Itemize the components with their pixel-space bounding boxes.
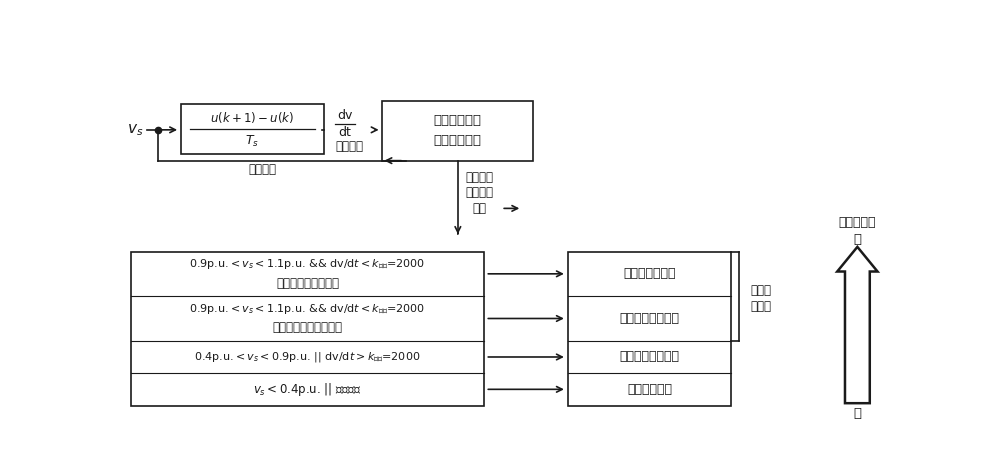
Text: 模式优先级: 模式优先级 [839, 216, 876, 229]
Text: 0.4p.u.$<v_s<$0.9p.u. || dv/d$t>k_{门槛}$=2000: 0.4p.u.$<v_s<$0.9p.u. || dv/d$t>k_{门槛}$=… [194, 350, 421, 364]
Text: $v_s$: $v_s$ [127, 122, 143, 137]
Text: dv: dv [337, 110, 353, 123]
Text: 低: 低 [853, 233, 861, 246]
Text: 切换逻辑判断: 切换逻辑判断 [434, 134, 482, 147]
Text: dt: dt [339, 126, 352, 139]
Bar [382, 101, 533, 161]
Text: 电压幅值: 电压幅值 [248, 164, 276, 176]
Text: 接收稳态调压控制指令: 接收稳态调压控制指令 [273, 321, 343, 334]
Text: 跌落速率: 跌落速率 [335, 140, 363, 153]
Bar [181, 104, 324, 155]
Text: 稳态调压控制模式: 稳态调压控制模式 [620, 312, 680, 325]
Text: 闭锁控制模式: 闭锁控制模式 [627, 383, 672, 396]
Polygon shape [837, 247, 878, 403]
Text: 制模式: 制模式 [750, 300, 771, 313]
Text: 控制模式: 控制模式 [466, 186, 494, 199]
Text: 高: 高 [853, 407, 861, 420]
Text: 切换: 切换 [473, 202, 487, 215]
Text: 恒无功控制模式: 恒无功控制模式 [623, 267, 676, 281]
Text: 功率协调模式: 功率协调模式 [434, 114, 482, 127]
Text: 暂态电压控制模式: 暂态电压控制模式 [620, 350, 680, 363]
Text: 0.9p.u.$<v_s<$1.1p.u. && dv/d$t<k_{门槛}$=2000: 0.9p.u.$<v_s<$1.1p.u. && dv/d$t<k_{门槛}$=… [189, 302, 426, 316]
Bar [131, 252, 484, 405]
Text: $v_s<$0.4p.u. || 手动闭锁: $v_s<$0.4p.u. || 手动闭锁 [253, 381, 362, 398]
Text: 稳态控: 稳态控 [750, 284, 771, 297]
Bar [568, 252, 731, 405]
Text: 0.9p.u.$<v_s<$1.1p.u. && dv/d$t<k_{门槛}$=2000: 0.9p.u.$<v_s<$1.1p.u. && dv/d$t<k_{门槛}$=… [189, 258, 426, 271]
Text: 接收恒无功控制指令: 接收恒无功控制指令 [276, 276, 339, 289]
Text: $T_s$: $T_s$ [245, 133, 259, 149]
Text: 功率协调: 功率协调 [466, 171, 494, 184]
Text: $u(k+1)-u(k)$: $u(k+1)-u(k)$ [210, 110, 295, 124]
